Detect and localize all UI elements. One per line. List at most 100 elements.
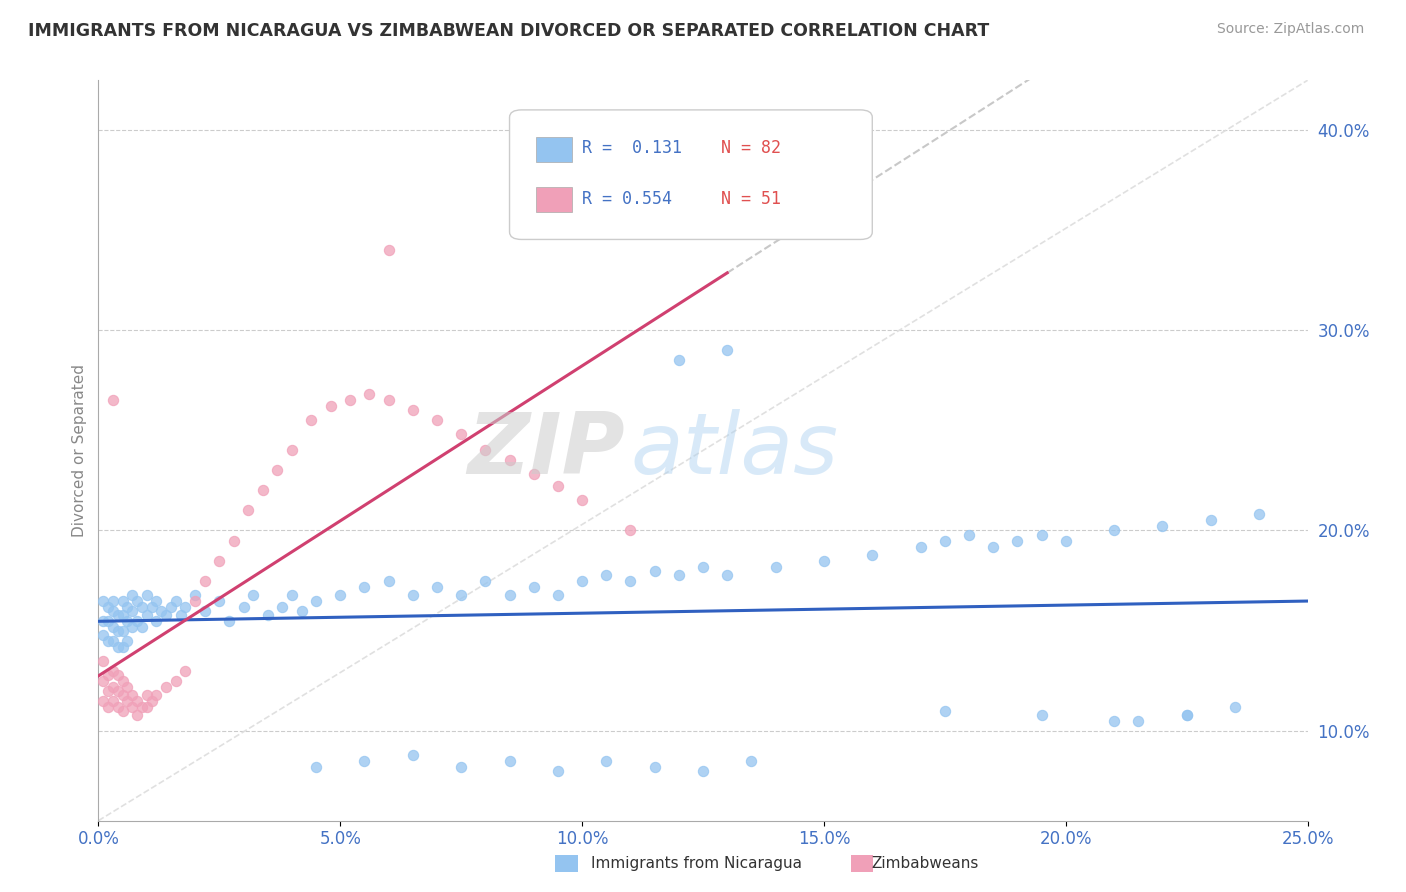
- Point: [692, 559, 714, 574]
- Point: [547, 764, 569, 778]
- Point: [111, 607, 134, 622]
- Point: [319, 400, 342, 414]
- FancyBboxPatch shape: [509, 110, 872, 239]
- Point: [121, 588, 143, 602]
- Point: [127, 693, 149, 707]
- Point: [271, 599, 294, 614]
- Point: [91, 673, 114, 688]
- Text: R = 0.554: R = 0.554: [582, 190, 672, 208]
- Point: [1031, 527, 1053, 541]
- Point: [184, 588, 207, 602]
- Point: [218, 614, 240, 628]
- Point: [107, 667, 129, 681]
- Point: [644, 564, 666, 578]
- Point: [619, 524, 641, 538]
- Point: [97, 599, 120, 614]
- Point: [174, 664, 197, 678]
- Point: [97, 699, 120, 714]
- Point: [135, 688, 157, 702]
- Point: [141, 599, 163, 614]
- Point: [184, 593, 207, 607]
- Point: [1249, 508, 1271, 522]
- Point: [256, 607, 278, 622]
- Point: [117, 693, 139, 707]
- Point: [131, 699, 153, 714]
- Point: [692, 764, 714, 778]
- Point: [426, 413, 449, 427]
- Point: [450, 427, 472, 442]
- Point: [402, 403, 425, 417]
- Point: [299, 413, 322, 427]
- Point: [860, 548, 883, 562]
- Point: [281, 588, 304, 602]
- Point: [165, 673, 187, 688]
- Point: [377, 244, 399, 258]
- Point: [1152, 519, 1174, 533]
- Point: [498, 588, 520, 602]
- Point: [117, 633, 139, 648]
- Point: [121, 688, 143, 702]
- Point: [97, 614, 120, 628]
- Point: [281, 443, 304, 458]
- Point: [426, 580, 449, 594]
- Point: [619, 574, 641, 588]
- Point: [1175, 707, 1198, 722]
- Point: [1128, 714, 1150, 728]
- Point: [165, 593, 187, 607]
- Point: [402, 747, 425, 762]
- Point: [117, 614, 139, 628]
- Point: [523, 467, 546, 482]
- Point: [111, 704, 134, 718]
- Point: [97, 683, 120, 698]
- Y-axis label: Divorced or Separated: Divorced or Separated: [72, 364, 87, 537]
- Point: [91, 654, 114, 668]
- Point: [145, 688, 167, 702]
- Point: [155, 607, 177, 622]
- Point: [117, 680, 139, 694]
- Point: [377, 393, 399, 408]
- Text: ZIP: ZIP: [467, 409, 624, 492]
- Point: [150, 603, 173, 617]
- Point: [957, 527, 980, 541]
- Point: [91, 693, 114, 707]
- Point: [111, 624, 134, 638]
- Point: [305, 759, 328, 773]
- Point: [107, 683, 129, 698]
- Point: [131, 599, 153, 614]
- Point: [107, 699, 129, 714]
- Point: [547, 479, 569, 493]
- Point: [194, 603, 217, 617]
- Point: [644, 759, 666, 773]
- Point: [813, 553, 835, 567]
- Point: [111, 640, 134, 654]
- Point: [474, 443, 496, 458]
- Point: [716, 343, 738, 358]
- Text: Zimbabweans: Zimbabweans: [872, 856, 979, 871]
- Point: [91, 593, 114, 607]
- Point: [208, 593, 231, 607]
- Point: [353, 754, 375, 768]
- Point: [160, 599, 183, 614]
- Point: [107, 640, 129, 654]
- Point: [740, 754, 762, 768]
- Point: [141, 693, 163, 707]
- Point: [194, 574, 217, 588]
- Point: [595, 567, 617, 582]
- Point: [145, 614, 167, 628]
- Point: [1007, 533, 1029, 548]
- Point: [111, 593, 134, 607]
- Point: [547, 588, 569, 602]
- Point: [402, 588, 425, 602]
- Point: [910, 540, 932, 554]
- Point: [252, 483, 274, 498]
- Point: [716, 567, 738, 582]
- Point: [765, 559, 787, 574]
- Point: [101, 393, 124, 408]
- Point: [1175, 707, 1198, 722]
- Point: [97, 633, 120, 648]
- Point: [127, 593, 149, 607]
- Bar: [536, 187, 572, 212]
- Text: N = 51: N = 51: [721, 190, 782, 208]
- Point: [353, 580, 375, 594]
- Point: [232, 599, 254, 614]
